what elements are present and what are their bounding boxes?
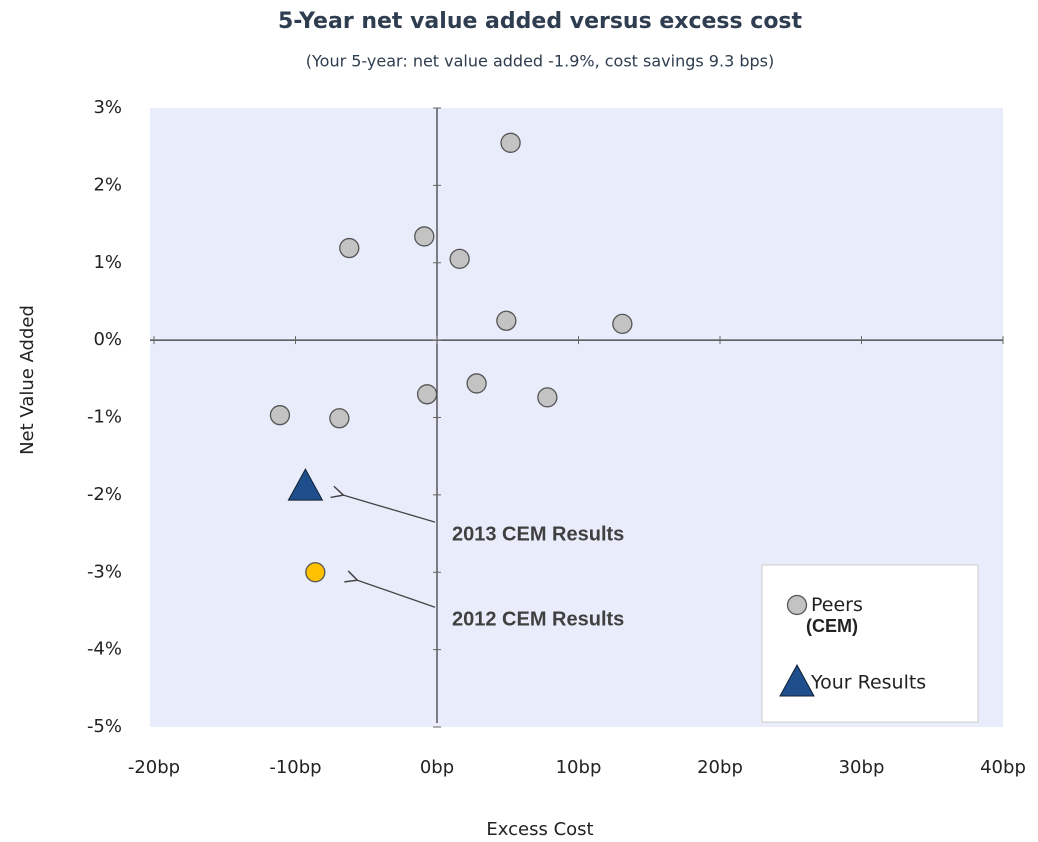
x-tick-label: 0bp <box>420 757 454 778</box>
annotation-arrow <box>357 580 436 608</box>
legend-box <box>761 564 979 723</box>
y-tick-label: 0% <box>93 329 122 350</box>
y-tick-label: -2% <box>87 484 122 505</box>
y-tick-label: 2% <box>93 174 122 195</box>
x-tick-label: -10bp <box>269 757 321 778</box>
circle-marker <box>416 384 438 405</box>
y-axis-label: Net Value Added <box>17 305 38 455</box>
x-tick-label: 40bp <box>980 757 1026 778</box>
annotation: 2013 CEM Results <box>452 523 624 545</box>
annotation-arrow <box>343 495 436 523</box>
circle-marker <box>500 132 521 153</box>
y-tick-label: -1% <box>87 407 122 428</box>
x-tick-label: 30bp <box>839 757 885 778</box>
circle-marker <box>414 226 435 247</box>
circle-marker <box>537 387 558 408</box>
legend-label-line: (CEM) <box>806 616 858 636</box>
x-tick-label: 20bp <box>697 757 743 778</box>
x-tick-label: -20bp <box>128 757 180 778</box>
legend-label-line: Peers <box>811 594 869 616</box>
x-axis-label: Excess Cost <box>486 819 593 840</box>
y-tick-label: -4% <box>87 639 122 660</box>
circle-marker <box>269 405 291 426</box>
x-tick-label: 10bp <box>556 757 602 778</box>
circle-marker <box>449 248 470 270</box>
circle-marker <box>786 594 808 616</box>
triangle-marker <box>779 663 815 697</box>
chart-subtitle: (Your 5-year: net value added -1.9%, cos… <box>306 52 774 71</box>
legend-label: Your Results <box>810 672 926 694</box>
circle-marker <box>339 237 360 259</box>
chart-title: 5-Year net value added versus excess cos… <box>278 9 803 34</box>
triangle-marker <box>287 468 324 501</box>
circle-marker <box>466 373 487 394</box>
circle-marker <box>329 408 350 429</box>
annotation: 2012 CEM Results <box>452 609 624 631</box>
circle-marker <box>496 310 517 331</box>
circle-marker <box>305 562 326 583</box>
y-tick-label: 3% <box>93 97 122 118</box>
y-tick-label: -3% <box>87 561 122 582</box>
y-tick-label: -5% <box>87 716 122 737</box>
legend-label: Peers (CEM) <box>806 594 869 636</box>
circle-marker <box>612 313 633 335</box>
y-tick-label: 1% <box>93 252 122 273</box>
